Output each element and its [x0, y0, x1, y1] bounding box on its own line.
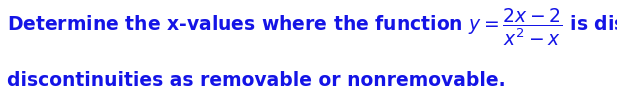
Text: discontinuities as removable or nonremovable.: discontinuities as removable or nonremov…: [7, 71, 506, 90]
Text: Determine the x-values where the function $y = \dfrac{2x-2}{x^2-x}$ is discontin: Determine the x-values where the functio…: [7, 7, 617, 48]
